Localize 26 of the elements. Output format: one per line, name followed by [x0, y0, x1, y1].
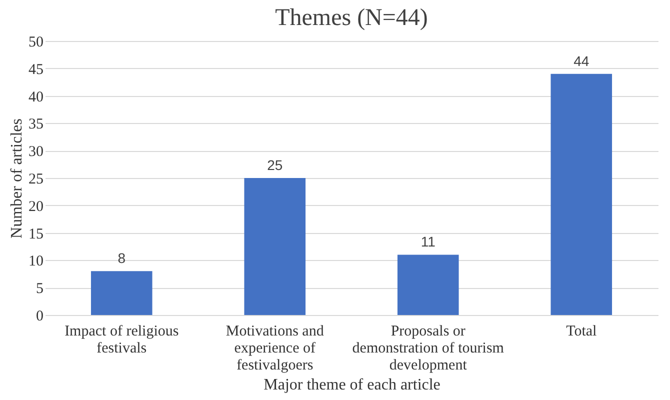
y-tick-label: 40 — [28, 89, 44, 106]
data-label: 11 — [420, 234, 436, 250]
bar — [90, 271, 152, 315]
bar — [550, 74, 612, 315]
y-tick-label: 15 — [28, 226, 44, 242]
chart-title: Themes (N=44) — [275, 5, 428, 31]
y-tick-label: 20 — [28, 198, 44, 215]
y-tick-label: 0 — [36, 308, 44, 324]
y-tick-label: 10 — [28, 254, 44, 270]
x-tick-label: Total — [566, 324, 597, 340]
x-axis-title: Major theme of each article — [264, 376, 440, 394]
y-tick-label: 35 — [28, 116, 44, 133]
y-tick-label: 50 — [28, 34, 44, 50]
y-tick-label: 30 — [28, 144, 44, 160]
y-tick-label: 5 — [36, 281, 44, 298]
bar — [397, 254, 459, 315]
x-tick-label: Impact of religious festivals — [64, 324, 179, 356]
y-tick-label: 45 — [28, 62, 44, 78]
data-label: 8 — [118, 250, 126, 266]
bar — [244, 178, 306, 315]
x-tick-label: Proposals or demonstration of tourism development — [352, 324, 504, 374]
y-tick-label: 25 — [28, 172, 44, 188]
x-tick-label: Motivations and experience of festivalgoers — [226, 324, 324, 374]
y-axis-title: Number of articles — [8, 118, 26, 238]
data-label: 44 — [574, 52, 590, 69]
data-label: 25 — [267, 157, 283, 173]
